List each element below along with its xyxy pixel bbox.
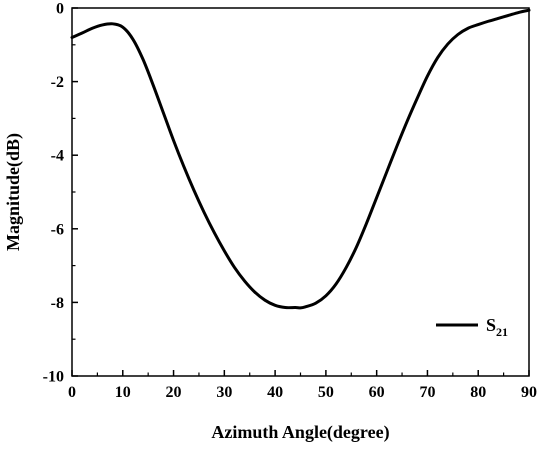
y-tick-label: -2 [51, 74, 64, 91]
tick-labels-layer: 0 10 20 30 40 50 60 70 80 90 0 -2 -4 -6 -8 -10 [43, 1, 537, 402]
y-tick-label: -4 [51, 148, 64, 165]
plot-area [72, 8, 529, 376]
x-axis-title: Azimuth Angle(degree) [211, 422, 389, 443]
legend: S21 [436, 315, 508, 339]
y-tick-label: -8 [51, 295, 64, 312]
y-axis-title: Magnitude(dB) [3, 133, 24, 251]
legend-label-subscript: 21 [496, 325, 508, 339]
y-tick-label: -6 [51, 221, 64, 238]
y-tick-label: -10 [43, 369, 64, 386]
y-tick-label: 0 [56, 1, 64, 18]
x-tick-label: 20 [166, 384, 182, 401]
x-tick-label: 60 [369, 384, 385, 401]
legend-label-main: S [486, 315, 496, 335]
plot-frame [71, 7, 530, 377]
x-tick-label: 0 [68, 384, 76, 401]
x-tick-label: 40 [267, 384, 283, 401]
series-line-s21 [70, 8, 531, 310]
legend-label-s21: S21 [486, 315, 508, 339]
x-tick-label: 10 [115, 384, 131, 401]
x-tick-label: 70 [419, 384, 435, 401]
x-tick-label: 90 [521, 384, 537, 401]
x-tick-label: 30 [216, 384, 232, 401]
x-tick-label: 50 [318, 384, 334, 401]
x-tick-label: 80 [470, 384, 486, 401]
